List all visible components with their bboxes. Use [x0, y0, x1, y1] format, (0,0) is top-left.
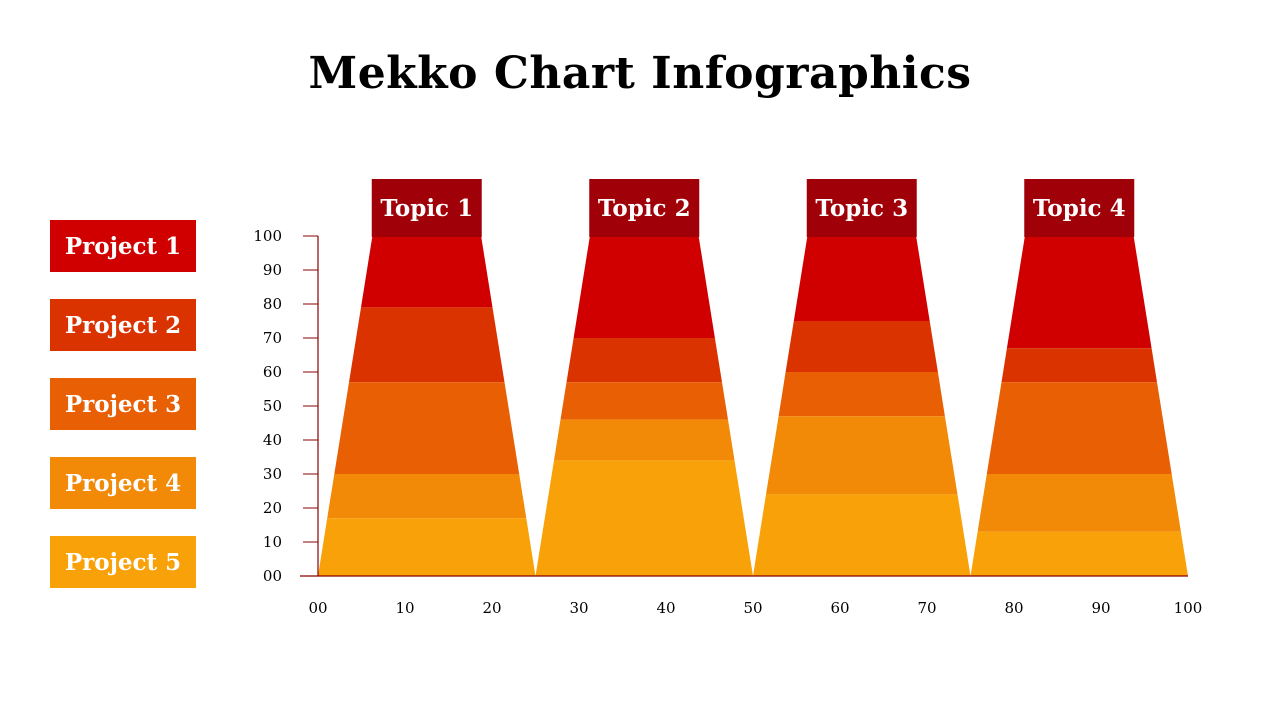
x-tick-label: 20: [482, 599, 501, 617]
topic-4-segment-project-3: [986, 382, 1172, 474]
legend: Project 1 Project 2 Project 3 Project 4 …: [50, 220, 196, 615]
topic-1: Topic 1: [318, 179, 536, 576]
topic-1-segment-project-1: [361, 236, 493, 308]
x-tick-label: 40: [656, 599, 675, 617]
topic-1-header: [371, 179, 482, 237]
x-tick-label: 100: [1174, 599, 1203, 617]
topic-3-segment-project-5: [753, 494, 971, 576]
topic-2-segment-project-3: [560, 382, 728, 420]
y-tick-label: 40: [263, 431, 282, 449]
topic-2-segment-project-1: [573, 236, 715, 338]
topic-3-segment-project-3: [778, 372, 945, 417]
x-tick-label: 60: [830, 599, 849, 617]
topic-1-segment-project-5: [318, 518, 536, 576]
topic-2: Topic 2: [535, 179, 753, 576]
topic-3-segment-project-1: [793, 236, 930, 321]
topic-2-segment-project-5: [535, 460, 753, 576]
topic-3-segment-project-2: [785, 321, 938, 372]
y-tick-label: 100: [253, 227, 282, 245]
legend-item-project-4: Project 4: [50, 457, 196, 509]
x-tick-label: 50: [743, 599, 762, 617]
y-tick-label: 60: [263, 363, 282, 381]
legend-item-project-2: Project 2: [50, 299, 196, 351]
y-tick-label: 80: [263, 295, 282, 313]
topic-2-segment-project-4: [554, 419, 735, 461]
topic-1-segment-project-2: [349, 307, 505, 383]
y-tick-label: 30: [263, 465, 282, 483]
legend-item-project-5: Project 5: [50, 536, 196, 588]
topic-4-segment-project-5: [970, 531, 1188, 576]
topic-3-segment-project-4: [766, 416, 958, 495]
x-tick-label: 70: [917, 599, 936, 617]
topic-4: Topic 4: [970, 179, 1188, 576]
page-title: Mekko Chart Infographics: [308, 48, 972, 99]
topic-3: Topic 3: [753, 179, 971, 576]
y-tick-label: 50: [263, 397, 282, 415]
topic-groups: Topic 1 Topic 2 Topic 3 Topic 4: [318, 179, 1188, 576]
chart-axes: 00 10 20 30 40 50 60 70 80 90 100 00 10 20 30 40 50 60 70 8…: [253, 227, 1202, 617]
topic-1-segment-project-3: [334, 382, 520, 474]
x-tick-label: 90: [1091, 599, 1110, 617]
topic-4-segment-project-1: [1006, 236, 1152, 349]
x-tick-label: 30: [569, 599, 588, 617]
legend-item-project-1: Project 1: [50, 220, 196, 272]
topic-1-label: Topic 1: [380, 195, 473, 222]
y-tick-label: 70: [263, 329, 282, 347]
topic-4-segment-project-4: [977, 474, 1181, 532]
y-tick-label: 20: [263, 499, 282, 517]
topic-2-header: [589, 179, 700, 237]
y-tick-label: 90: [263, 261, 282, 279]
x-tick-label: 00: [308, 599, 327, 617]
topic-2-segment-project-2: [566, 338, 722, 383]
topic-4-segment-project-2: [1001, 348, 1157, 383]
y-tick-label: 00: [263, 567, 282, 585]
x-tick-label: 10: [395, 599, 414, 617]
topic-3-label: Topic 3: [815, 195, 908, 222]
legend-item-project-3: Project 3: [50, 378, 196, 430]
x-tick-label: 80: [1004, 599, 1023, 617]
y-tick-label: 10: [263, 533, 282, 551]
topic-4-label: Topic 4: [1033, 195, 1126, 222]
topic-3-header: [806, 179, 917, 237]
topic-1-segment-project-4: [327, 474, 527, 519]
topic-4-header: [1024, 179, 1135, 237]
topic-2-label: Topic 2: [598, 195, 691, 222]
